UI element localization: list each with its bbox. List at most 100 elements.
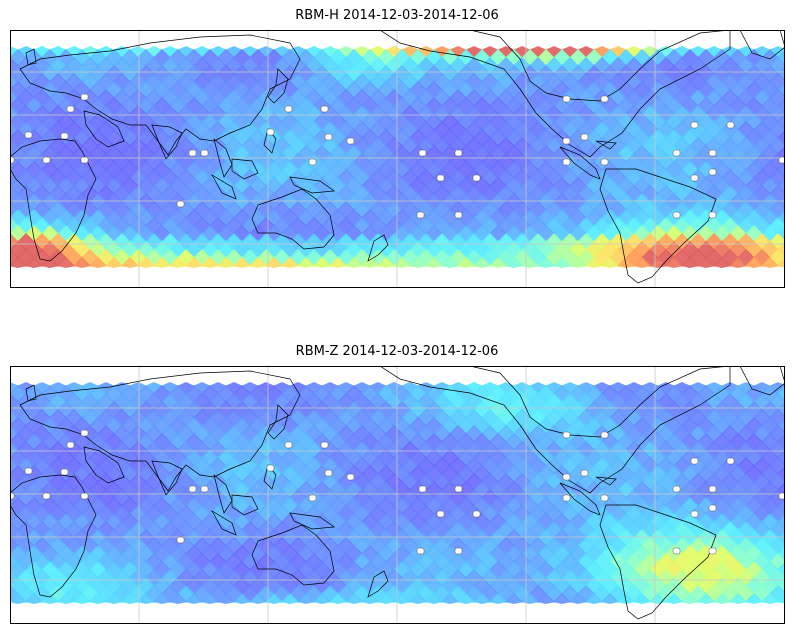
rbm-z-field-cell	[10, 505, 11, 507]
rbm-h-field-cell	[417, 46, 435, 59]
rbm-z-station-marker	[778, 492, 785, 500]
rbm-z-field-cell	[249, 593, 267, 604]
rbm-h-coastline	[213, 138, 233, 178]
rbm-h-field-cell	[249, 257, 267, 268]
rbm-h-field-cell	[217, 257, 235, 268]
rbm-z-field-cell	[177, 382, 195, 395]
rbm-z-field-cell	[425, 593, 443, 604]
rbm-h-field-cell	[105, 257, 123, 268]
rbm-h-field-cell	[233, 257, 251, 268]
rbm-h-field-cell	[785, 169, 794, 187]
rbm-z-station-marker	[188, 485, 197, 493]
rbm-h-station-marker	[562, 158, 571, 166]
rbm-h-field-cell	[137, 257, 155, 268]
rbm-h-station-marker	[66, 105, 75, 113]
rbm-z-station-marker	[580, 469, 589, 477]
rbm-h-station-marker	[418, 149, 427, 157]
rbm-h-station-marker	[672, 211, 681, 219]
rbm-h-field-cell	[73, 257, 91, 268]
rbm-h-field-cell	[0, 89, 3, 107]
rbm-z-coastline	[263, 464, 277, 490]
rbm-z-station-marker	[308, 494, 317, 502]
rbm-h-field-cell	[10, 105, 19, 123]
rbm-h-field-cell	[385, 46, 403, 59]
rbm-z-field-cell	[393, 593, 411, 604]
rbm-z-station-marker	[42, 492, 51, 500]
rbm-z-field-cell	[505, 593, 523, 604]
rbm-z-field-cell	[785, 473, 794, 491]
rbm-z-field-cell	[0, 393, 3, 411]
rbm-z-field-cell	[89, 593, 107, 604]
rbm-z-coastline	[267, 404, 289, 440]
rbm-z-field-cell	[537, 593, 555, 604]
rbm-z-field-cell	[513, 382, 531, 395]
rbm-h-field-cell	[0, 249, 3, 267]
rbm-z-station-marker	[66, 441, 75, 449]
rbm-h-frame	[10, 30, 785, 288]
rbm-z-field-cell	[185, 593, 203, 604]
rbm-h-field-cell	[25, 257, 43, 268]
rbm-h-field-cell	[129, 46, 147, 59]
rbm-z-coastline	[379, 366, 731, 494]
rbm-h-field-cell	[10, 217, 11, 219]
rbm-h-field-cell	[265, 257, 283, 268]
rbm-h-field-cell	[281, 257, 299, 268]
rbm-h-field-cell	[10, 185, 11, 187]
rbm-h-field-cell	[0, 105, 3, 123]
rbm-z-field-cell	[0, 441, 3, 459]
rbm-z-station-marker	[562, 431, 571, 439]
rbm-z-field-cell	[10, 393, 19, 411]
rbm-z-station-marker	[418, 485, 427, 493]
rbm-z-field-cell	[10, 457, 11, 459]
rbm-z-station-marker	[80, 492, 89, 500]
rbm-h-field-cell	[529, 46, 547, 59]
rbm-h-station-marker	[708, 211, 717, 219]
rbm-z-field-cell	[385, 382, 403, 395]
rbm-h-coastline	[739, 30, 785, 60]
rbm-z-station-marker	[266, 464, 275, 472]
rbm-z-station-marker	[176, 536, 185, 544]
rbm-z-field-cell	[313, 593, 331, 604]
rbm-h-gridlines	[10, 30, 785, 288]
rbm-z-field-cell	[0, 521, 3, 539]
rbm-z-field-cell	[65, 382, 83, 395]
rbm-h-field-cell	[409, 257, 427, 268]
rbm-h-field-cell	[65, 46, 83, 59]
rbm-z-field-cell	[33, 382, 51, 395]
rbm-h-station-marker	[436, 174, 445, 182]
rbm-h-field-cell	[0, 185, 3, 203]
rbm-h-field-cell	[10, 233, 11, 235]
rbm-h-station-marker	[454, 211, 463, 219]
rbm-z-field-cell	[553, 593, 571, 604]
rbm-h-field-cell	[10, 89, 11, 91]
rbm-z-station-marker	[562, 473, 571, 481]
rbm-h-field-cell	[465, 46, 483, 59]
rbm-h-field-cell	[785, 201, 794, 219]
rbm-z-field-cell	[465, 382, 483, 395]
rbm-h-field-cell	[785, 249, 794, 267]
rbm-z-field-cell	[10, 457, 19, 475]
rbm-z-field-cell	[0, 473, 3, 491]
rbm-h-field-cell	[705, 46, 723, 59]
rbm-h-station-marker	[472, 174, 481, 182]
rbm-z-field-cell	[785, 382, 794, 395]
rbm-z-station-marker	[708, 504, 717, 512]
rbm-z-field-cell	[609, 382, 627, 395]
rbm-z-station-marker	[454, 547, 463, 555]
rbm-z-field-cell	[689, 382, 707, 395]
rbm-z-field-cell	[0, 489, 3, 507]
rbm-z-field-cell	[121, 593, 139, 604]
rbm-z-field-cell	[10, 425, 11, 427]
rbm-z-field-cell	[657, 382, 675, 395]
rbm-z-field-cell	[585, 593, 603, 604]
rbm-h-field-cell	[185, 257, 203, 268]
rbm-h-field-cell	[593, 46, 611, 59]
rbm-z-field-cell	[593, 382, 611, 395]
panel-title-rbm-z: RBM-Z 2014-12-03-2014-12-06	[295, 344, 499, 359]
rbm-h-coastline	[251, 188, 335, 250]
rbm-h-field-cell	[609, 46, 627, 59]
rbm-h-field-cell	[401, 46, 419, 59]
rbm-h-field-cell	[0, 169, 3, 187]
map-rbm-z	[0, 366, 794, 624]
rbm-z-station-marker	[600, 431, 609, 439]
